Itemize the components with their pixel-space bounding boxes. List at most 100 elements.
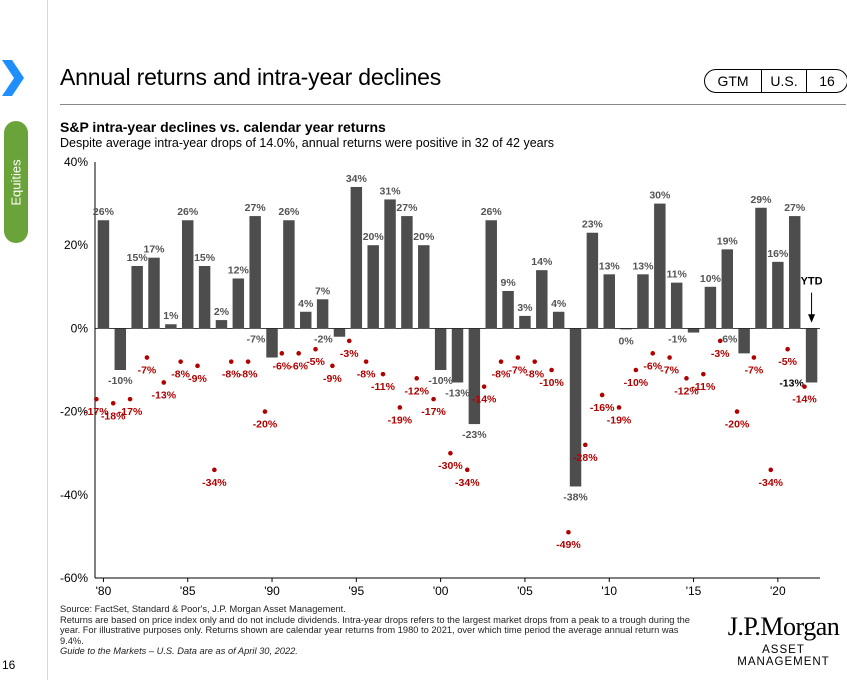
y-tick-label: 0%	[71, 321, 89, 335]
drop-label: -8%	[492, 369, 511, 381]
drop-label: -34%	[759, 477, 784, 489]
return-bar	[249, 216, 261, 329]
header-divider	[60, 104, 846, 105]
drop-label: -19%	[388, 414, 413, 426]
drop-point	[346, 338, 352, 344]
drop-point	[599, 392, 605, 398]
return-bar	[772, 261, 784, 329]
return-bar	[670, 282, 683, 329]
return-label: 27%	[245, 202, 267, 214]
y-tick-label: -20%	[60, 405, 88, 419]
return-label: 4%	[551, 298, 567, 310]
logo-tagline: ASSET MANAGEMENT	[737, 644, 830, 668]
return-bar	[519, 315, 531, 329]
drop-label: -18%	[101, 410, 126, 422]
drop-point	[296, 351, 301, 356]
x-tick-label: '10	[601, 584, 617, 598]
drop-label: -49%	[556, 539, 581, 551]
return-bar	[434, 328, 447, 370]
return-bar	[468, 328, 481, 425]
return-label: 14%	[531, 256, 553, 268]
return-bar	[451, 328, 464, 383]
page-title: Annual returns and intra-year declines	[60, 64, 442, 90]
return-label: 17%	[144, 244, 166, 256]
badge-region: U.S.	[761, 70, 806, 92]
returns-chart: 40% 20% 0% -20% -40% -60% '80 '85 '90 '95 '00 '05 '1…	[60, 155, 823, 598]
drop-label: -3%	[340, 348, 359, 360]
return-bar	[97, 220, 110, 329]
return-label: -6%	[719, 333, 738, 345]
drop-label: -8%	[239, 369, 258, 381]
drop-label: -12%	[674, 385, 699, 397]
return-label: 15%	[194, 252, 216, 264]
drop-label: -30%	[438, 460, 463, 472]
return-label: 15%	[127, 252, 149, 264]
page-number: 16	[2, 658, 16, 672]
drop-point	[566, 529, 571, 535]
chart-subtitle: S&P intra-year declines vs. calendar yea…	[60, 119, 386, 135]
return-bar	[131, 266, 143, 329]
drop-point	[178, 359, 183, 364]
drop-point	[330, 363, 335, 369]
drop-label: -8%	[171, 369, 190, 381]
return-label: 10%	[700, 273, 722, 285]
return-bar	[198, 266, 211, 329]
drop-label: -10%	[539, 377, 564, 389]
drop-label: -8%	[525, 369, 544, 381]
return-bar	[738, 328, 750, 354]
return-bar	[603, 274, 615, 329]
drop-label: -7%	[745, 365, 764, 377]
drop-point	[380, 371, 386, 377]
return-bar	[788, 216, 801, 329]
drop-point	[279, 351, 285, 356]
drop-point	[583, 442, 588, 448]
return-label: 13%	[632, 260, 654, 272]
return-label: 1%	[163, 310, 179, 322]
x-tick-label: '95	[349, 584, 365, 598]
drop-label: -8%	[222, 369, 241, 381]
x-tick-label: '15	[686, 584, 702, 598]
drop-point	[195, 363, 200, 369]
y-tick-label: -40%	[60, 488, 88, 502]
drop-label: -9%	[323, 373, 342, 385]
drop-label: -34%	[455, 477, 480, 489]
return-bar	[283, 220, 295, 329]
return-bar	[232, 278, 245, 329]
drop-label: -3%	[711, 348, 730, 360]
return-label: 3%	[517, 302, 533, 314]
return-label: -10%	[108, 375, 133, 387]
return-label: 27%	[396, 202, 418, 214]
drop-point	[313, 346, 318, 352]
x-tick-label: '80	[96, 584, 112, 598]
return-label: 27%	[784, 202, 806, 214]
return-bar	[569, 328, 582, 487]
drop-point	[515, 355, 521, 360]
return-bar	[755, 207, 767, 329]
return-label: 16%	[767, 248, 789, 260]
return-bar	[485, 220, 497, 329]
return-label: 26%	[93, 206, 115, 218]
drop-point	[734, 409, 740, 414]
return-bar	[401, 216, 413, 329]
drop-label: -28%	[573, 452, 598, 464]
drop-point	[464, 467, 470, 473]
return-bar	[721, 249, 733, 329]
return-label: -23%	[462, 429, 487, 441]
drop-point	[667, 355, 672, 360]
drop-label: -34%	[202, 477, 227, 489]
return-label: 23%	[582, 219, 604, 231]
return-bar	[502, 290, 514, 329]
drop-point	[397, 405, 403, 410]
sidebar-divider	[47, 0, 48, 680]
section-tab[interactable]: Equities	[4, 121, 28, 243]
return-label: 4%	[298, 298, 314, 310]
drop-label: -16%	[590, 402, 615, 414]
return-label: 9%	[500, 277, 516, 289]
return-label: -7%	[247, 333, 266, 345]
x-tick-label: '20	[770, 584, 786, 598]
return-bar	[654, 203, 666, 329]
return-bar	[148, 257, 160, 329]
chart-description: Despite average intra-year drops of 14.0…	[60, 136, 555, 150]
return-label: 2%	[214, 306, 230, 318]
drop-label: -11%	[691, 381, 716, 393]
